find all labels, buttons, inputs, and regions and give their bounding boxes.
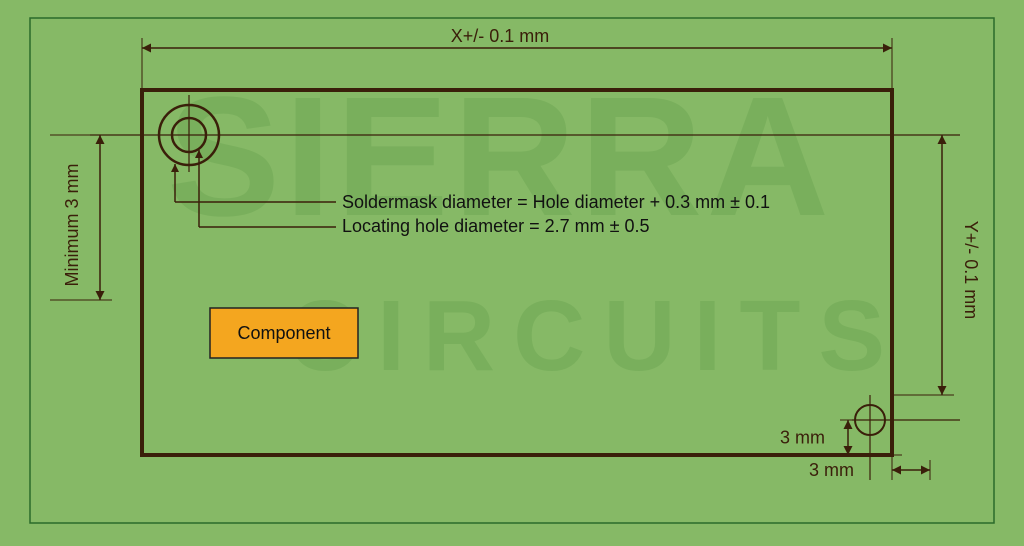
dimension-min-3mm-label: Minimum 3 mm: [62, 163, 82, 286]
callout-soldermask-label: Soldermask diameter = Hole diameter + 0.…: [342, 192, 770, 212]
watermark-bottom: CIRCUITS: [287, 280, 903, 392]
dimension-3mm-h-label: 3 mm: [809, 460, 854, 480]
component-label: Component: [237, 323, 330, 343]
dimension-x-label: X+/- 0.1 mm: [451, 26, 550, 46]
callout-locating-label: Locating hole diameter = 2.7 mm ± 0.5: [342, 216, 650, 236]
dimension-3mm-v-label: 3 mm: [780, 428, 825, 448]
dimension-y-label: Y+/- 0.1 mm: [961, 221, 981, 320]
